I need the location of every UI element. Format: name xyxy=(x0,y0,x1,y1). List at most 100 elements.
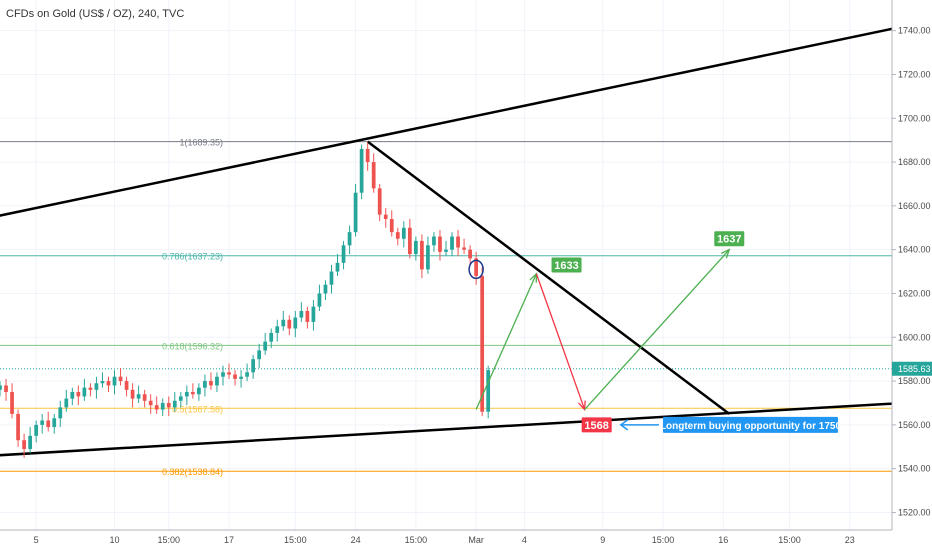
x-tick-label: 17 xyxy=(224,535,234,545)
candle xyxy=(413,240,418,255)
candle xyxy=(52,418,57,428)
x-tick-label: 16 xyxy=(718,535,728,545)
y-axis-bg xyxy=(892,0,932,550)
candle xyxy=(130,389,135,399)
candle xyxy=(88,387,93,390)
candle xyxy=(323,284,328,294)
candle xyxy=(450,236,454,250)
candle xyxy=(112,376,117,386)
y-tick-label: 1600.00 xyxy=(898,332,931,342)
candle xyxy=(335,262,340,272)
candle xyxy=(233,374,237,379)
candle xyxy=(190,392,195,395)
fib-level-label: 0.5(1567.58) xyxy=(172,404,223,414)
candle xyxy=(486,370,491,412)
trendline-descending xyxy=(366,140,731,415)
y-tick-label: 1640.00 xyxy=(898,245,931,255)
candle xyxy=(58,407,63,419)
candle xyxy=(4,385,8,393)
candle xyxy=(329,271,334,285)
candle xyxy=(401,227,406,239)
candle xyxy=(76,392,81,397)
candle xyxy=(178,396,183,401)
trendline-upper xyxy=(0,25,905,217)
candle xyxy=(245,372,249,377)
candle xyxy=(426,245,430,270)
candle xyxy=(215,376,219,386)
target-box xyxy=(714,231,745,247)
marker-circle xyxy=(468,259,484,280)
target-text: 1633 xyxy=(554,260,578,272)
candle xyxy=(221,372,225,377)
candle xyxy=(257,350,262,360)
note-box xyxy=(662,416,838,433)
candle xyxy=(82,387,87,397)
fib-level-label: 0.618(1596.32) xyxy=(162,341,223,351)
target-text: 1568 xyxy=(584,420,608,432)
y-tick-label: 1580.00 xyxy=(898,376,931,386)
y-tick-label: 1520.00 xyxy=(898,507,931,517)
projection-segment xyxy=(584,249,730,410)
candle xyxy=(64,398,69,408)
x-tick-label: 5 xyxy=(34,535,39,545)
y-tick-label: 1660.00 xyxy=(898,201,931,211)
x-tick-label: 23 xyxy=(845,535,855,545)
candle xyxy=(10,392,14,414)
x-tick-label: 15:00 xyxy=(652,535,675,545)
candle xyxy=(28,435,33,449)
candle xyxy=(184,392,189,397)
projection-segment xyxy=(535,273,586,410)
projection-segment xyxy=(475,273,537,410)
fib-level-label: 0.382(1538.84) xyxy=(162,467,223,477)
candle xyxy=(299,310,304,318)
candle xyxy=(347,232,352,246)
candle xyxy=(377,188,382,215)
projection-arrowhead xyxy=(720,248,731,259)
candle xyxy=(371,162,376,189)
candle xyxy=(227,372,231,375)
candle xyxy=(287,319,292,329)
candle xyxy=(474,258,479,276)
candle xyxy=(317,293,322,307)
candle xyxy=(389,219,394,233)
x-tick-label: 15:00 xyxy=(157,535,180,545)
trendline-lower xyxy=(0,401,905,457)
x-tick-label: 10 xyxy=(110,535,120,545)
candle xyxy=(311,306,316,322)
fib-level-label: 1(1689.35) xyxy=(179,138,223,148)
candle xyxy=(305,310,310,322)
candle xyxy=(46,420,51,428)
candle xyxy=(438,236,442,252)
candle xyxy=(166,402,171,408)
target-text: 1637 xyxy=(717,234,741,246)
candle xyxy=(480,275,485,412)
candle xyxy=(365,148,370,163)
candle xyxy=(281,319,286,327)
fib-level-label: 0.786(1637.23) xyxy=(162,252,223,262)
y-tick-label: 1740.00 xyxy=(898,26,931,36)
candle xyxy=(432,236,436,246)
chart-title: CFDs on Gold (US$ / OZ), 240, TVC xyxy=(6,8,185,20)
candle xyxy=(359,148,364,193)
y-tick-label: 1540.00 xyxy=(898,464,931,474)
x-axis-bg xyxy=(0,530,932,550)
candle xyxy=(407,227,412,255)
candle xyxy=(40,420,45,425)
note-text: Longterm buying opportunity for 1750 xyxy=(660,421,842,432)
x-tick-label: 15:00 xyxy=(284,535,307,545)
price-tag-label: 1585.63 xyxy=(898,364,931,374)
candle xyxy=(34,424,39,436)
x-tick-label: Mar xyxy=(468,535,484,545)
candle xyxy=(100,381,105,384)
candle xyxy=(420,240,424,270)
y-tick-label: 1620.00 xyxy=(898,288,931,298)
candle xyxy=(275,326,280,333)
candle xyxy=(172,400,177,408)
candle xyxy=(239,376,243,379)
candle xyxy=(0,385,2,390)
target-box xyxy=(551,257,582,273)
candle xyxy=(16,413,20,441)
target-box xyxy=(581,417,612,433)
